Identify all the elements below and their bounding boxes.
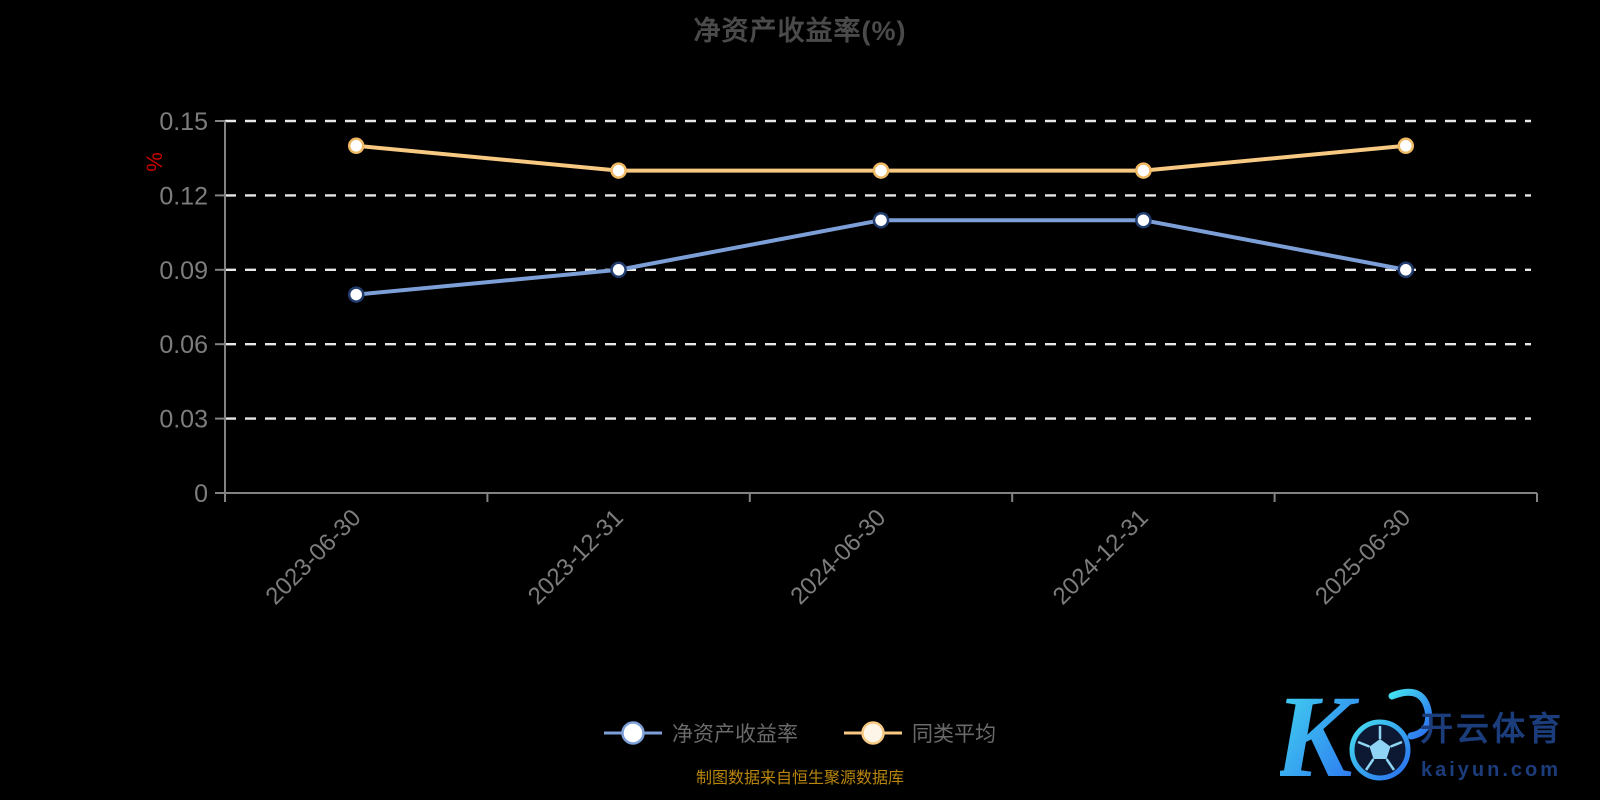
y-tick-label: 0.15 [159,108,208,136]
legend-item-0[interactable]: 净资产收益率 [604,718,798,748]
y-tick-label: 0.09 [159,257,208,285]
data-point-marker[interactable] [1135,162,1152,179]
logo-brand-text: 开云体育 [1420,710,1562,747]
y-tick-label: 0.03 [159,406,208,434]
chart-legend: 净资产收益率 同类平均 [0,718,1600,748]
x-tick-label: 2024-12-31 [1048,504,1154,610]
y-axis-name: % [142,152,167,172]
x-tick-label: 2023-06-30 [261,504,367,610]
legend-item-1[interactable]: 同类平均 [844,718,996,748]
data-point-marker[interactable] [872,211,890,229]
data-point-marker[interactable] [347,137,365,155]
logo-swirl [1388,688,1433,740]
logo-domain-text: kaiyun.com [1421,759,1561,781]
legend-marker-icon [604,721,662,745]
logo-k-monogram: K [1280,674,1360,794]
data-point-marker[interactable] [610,261,627,279]
data-point-marker[interactable] [610,162,627,179]
legend-label: 净资产收益率 [672,723,798,746]
y-tick-label: 0 [194,480,208,508]
legend-label: 同类平均 [912,723,996,746]
x-tick-label: 2025-06-30 [1310,504,1416,610]
kaiyun-watermark-logo[interactable]: K 开云体育 kaiyun.com [1280,674,1562,794]
x-tick-label: 2023-12-31 [523,504,629,610]
soccer-ball-icon [1349,719,1411,781]
y-tick-label: 0.06 [159,331,208,359]
data-point-marker[interactable] [347,286,365,303]
chart-title: 净资产收益率(%) [693,16,907,46]
y-tick-label: 0.12 [159,182,208,210]
data-point-marker[interactable] [1397,137,1415,155]
x-tick-label: 2024-06-30 [785,504,891,610]
legend-marker-icon [844,721,902,745]
series-line-0 [354,218,1408,297]
data-point-marker[interactable] [1135,211,1152,229]
source-note: 制图数据来自恒生聚源数据库 [695,770,904,787]
data-point-marker[interactable] [1397,261,1415,279]
data-point-marker[interactable] [872,162,890,179]
